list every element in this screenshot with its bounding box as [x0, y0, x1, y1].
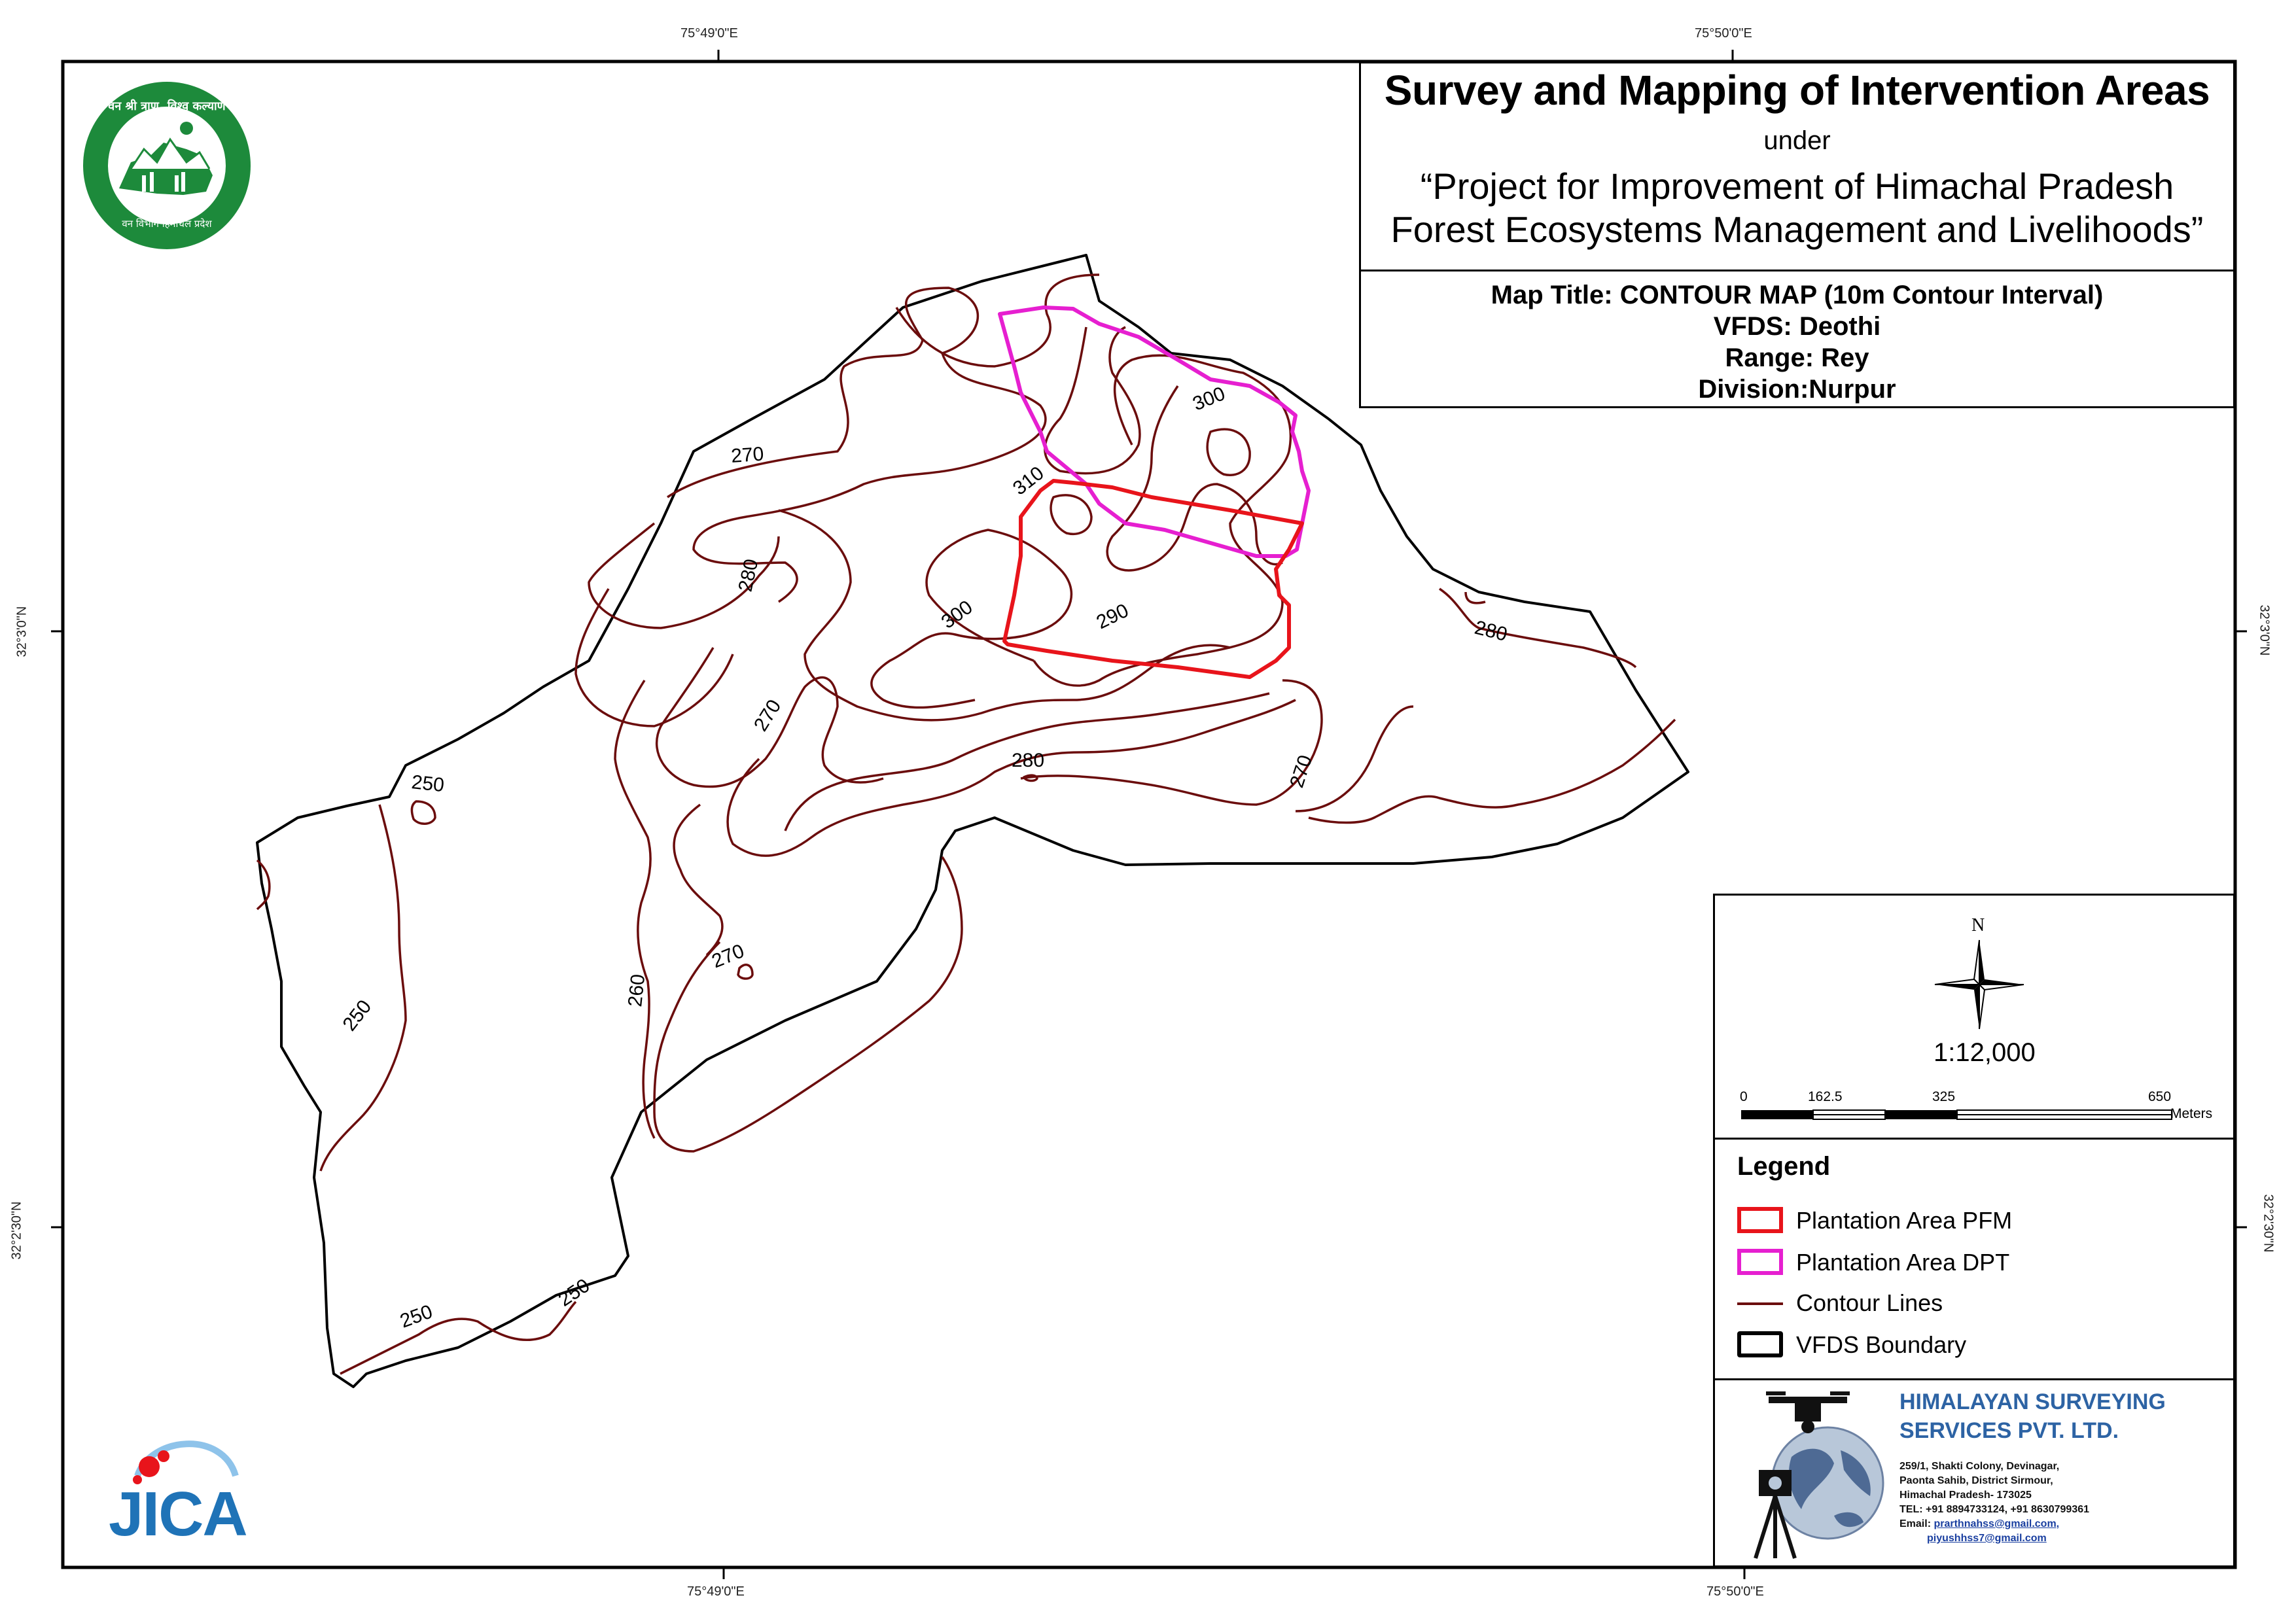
legend-label-dpt: Plantation Area DPT	[1796, 1249, 2010, 1276]
email-link-1[interactable]: prarthnahss@gmail.com,	[1934, 1518, 2060, 1529]
company-email-row-2: piyushhss7@gmail.com	[1899, 1531, 2089, 1546]
scale-tick-0: 0	[1740, 1089, 1748, 1104]
legend-divider	[1715, 1138, 2233, 1140]
project-name-line1: “Project for Improvement of Himachal Pra…	[1420, 166, 2174, 207]
coord-right-lower: 32°2'30"N	[2261, 1194, 2276, 1253]
contour-label: 310	[1009, 462, 1048, 500]
coord-bottom-left: 75°49'0"E	[687, 1584, 745, 1599]
address-line3: Himachal Pradesh- 173025	[1899, 1490, 2032, 1501]
coord-top-right: 75°50'0"E	[1695, 26, 1752, 41]
address-line1: 259/1, Shakti Colony, Devinagar,	[1899, 1461, 2060, 1472]
graticule-ticks	[51, 50, 2247, 1579]
jica-logo: JICA	[98, 1430, 255, 1554]
company-name-line1: HIMALAYAN SURVEYING	[1899, 1389, 2166, 1414]
company-telephone: TEL: +91 8894733124, +91 8630799361	[1899, 1504, 2090, 1515]
scale-unit: Meters	[2170, 1106, 2213, 1121]
contour-label: 280	[1012, 750, 1044, 771]
legend-label-boundary: VFDS Boundary	[1796, 1331, 1967, 1358]
map-title: Map Title: CONTOUR MAP (10m Contour Inte…	[1491, 281, 2104, 309]
legend-label-pfm: Plantation Area PFM	[1796, 1207, 2013, 1234]
coord-top-left: 75°49'0"E	[680, 26, 738, 41]
contour-label: 270	[730, 444, 764, 467]
legend-swatch-pfm	[1737, 1207, 1783, 1233]
plantation-area-dpt	[998, 305, 1311, 558]
company-name-line2: SERVICES PVT. LTD.	[1899, 1418, 2119, 1443]
company-address: 259/1, Shakti Colony, Devinagar, Paonta …	[1899, 1459, 2089, 1546]
contour-label: 280	[1472, 617, 1510, 646]
address-line2: Paonta Sahib, District Sirmour,	[1899, 1475, 2053, 1486]
division-name: Division:Nurpur	[1698, 375, 1896, 404]
coord-bottom-right: 75°50'0"E	[1706, 1584, 1764, 1599]
forest-logo-top-text: वन श्री त्राण, विश्व कल्याण	[108, 99, 226, 113]
forest-department-logo: वन श्री त्राण, विश्व कल्याण वन विभाग हिम…	[79, 77, 255, 254]
plantation-area-pfm	[1002, 479, 1304, 679]
legend-title: Legend	[1737, 1152, 1831, 1181]
project-title-block: Survey and Mapping of Intervention Areas…	[1361, 63, 2233, 271]
vfds-name: VFDS: Deothi	[1713, 312, 1881, 341]
contour-label: 270	[750, 696, 786, 735]
vfds-boundary	[256, 254, 1689, 1388]
legend-label-contour: Contour Lines	[1796, 1289, 1943, 1316]
legend-swatch-dpt	[1737, 1249, 1783, 1275]
contour-lines	[256, 273, 1676, 1375]
contour-label: 250	[554, 1274, 593, 1310]
company-divider	[1715, 1378, 2233, 1380]
legend-panel: N 1:12,000 0 162.5 325 650 Meters Legend…	[1713, 894, 2235, 1567]
forest-logo-emblem-icon	[83, 82, 251, 249]
map-neatline	[61, 60, 2237, 1569]
north-label: N	[1971, 915, 1985, 935]
contour-label: 260	[624, 973, 649, 1007]
contour-label: 290	[1093, 600, 1132, 634]
title-panel: Survey and Mapping of Intervention Areas…	[1359, 61, 2235, 408]
contour-label: 250	[410, 771, 445, 796]
legend-swatch-contour	[1737, 1302, 1783, 1305]
survey-title: Survey and Mapping of Intervention Areas	[1384, 67, 2210, 114]
scale-tick-3: 650	[2148, 1089, 2172, 1104]
surveying-company-logo-icon	[1754, 1391, 1884, 1559]
coord-right-upper: 32°3'0"N	[2257, 604, 2272, 656]
scale-tick-1: 162.5	[1808, 1089, 1843, 1104]
email-label: Email:	[1899, 1518, 1932, 1529]
coord-left-lower: 32°2'30"N	[9, 1201, 24, 1260]
contour-label: 270	[1286, 752, 1316, 790]
map-info-block: Map Title: CONTOUR MAP (10m Contour Inte…	[1361, 279, 2233, 405]
forest-logo-bottom-text: वन विभाग हिमाचल प्रदेश	[122, 218, 212, 230]
email-link-2[interactable]: piyushhss7@gmail.com	[1927, 1533, 2047, 1544]
jica-wordmark: JICA	[109, 1479, 248, 1549]
under-text: under	[1763, 126, 1831, 155]
coord-left-upper: 32°3'0"N	[14, 606, 29, 657]
scale-bar	[1741, 1109, 2172, 1120]
contour-label-group: 270 280 300 310 300 290 280 270 280 270 …	[339, 383, 1510, 1332]
north-arrow-icon	[1934, 939, 2024, 1030]
contour-label: 250	[339, 996, 376, 1036]
company-email-row: Email: prarthnahss@gmail.com,	[1899, 1517, 2089, 1531]
contour-label: 300	[1190, 383, 1228, 415]
jica-logo-icon	[133, 1440, 239, 1484]
contour-label: 300	[938, 597, 977, 633]
range-name: Range: Rey	[1725, 343, 1869, 372]
scale-tick-2: 325	[1932, 1089, 1956, 1104]
legend-swatch-boundary	[1737, 1331, 1783, 1357]
scale-ratio: 1:12,000	[1934, 1038, 2036, 1067]
project-name-line2: Forest Ecosystems Management and Livelih…	[1390, 209, 2204, 250]
